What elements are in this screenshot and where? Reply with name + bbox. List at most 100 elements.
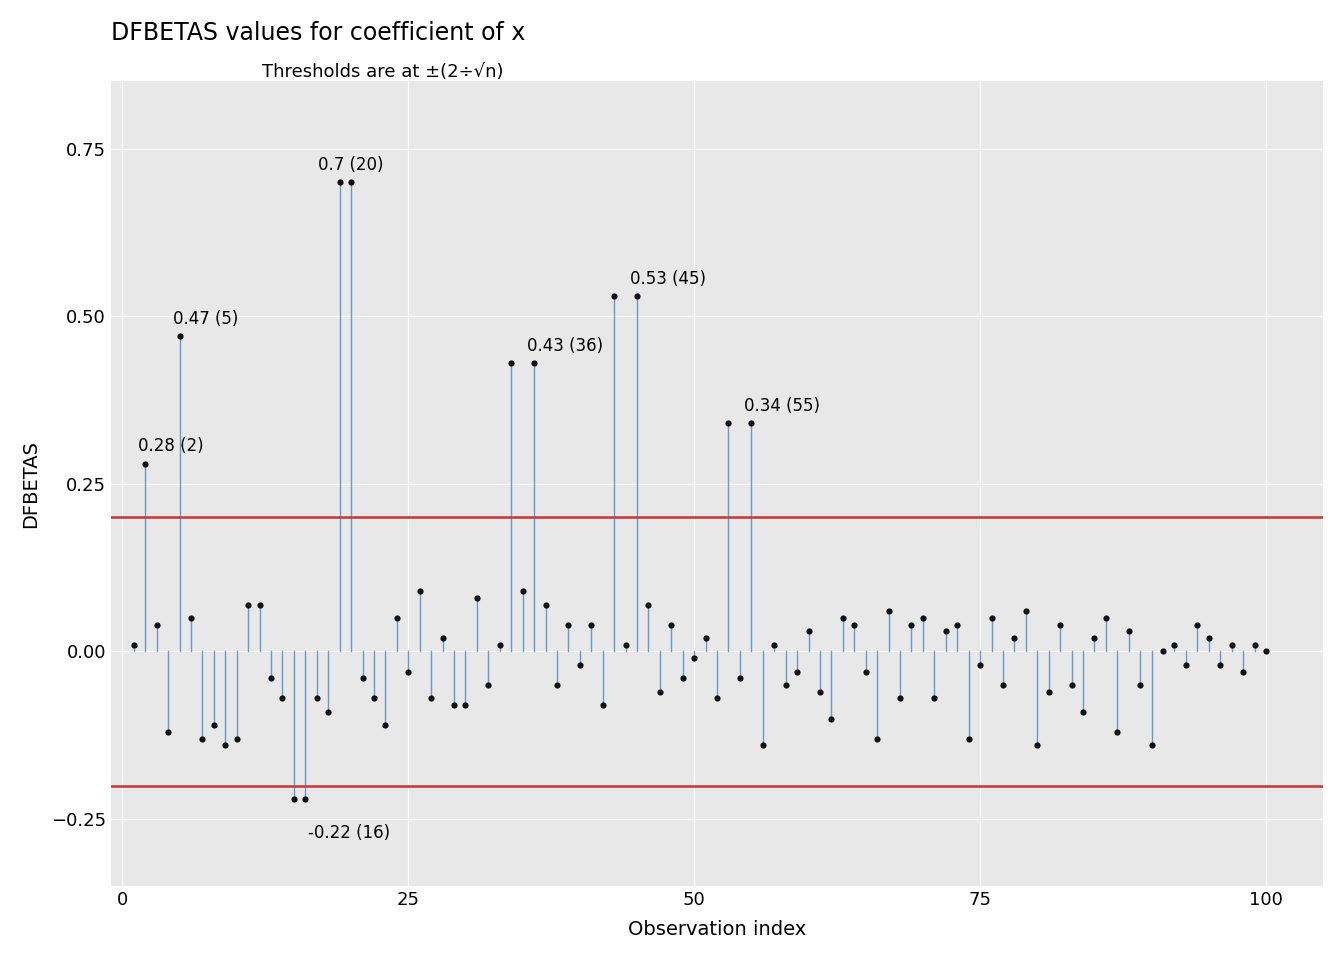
Point: [157, 724, 179, 739]
Point: [1210, 658, 1231, 673]
Point: [569, 658, 590, 673]
Text: 0.28 (2): 0.28 (2): [138, 438, 204, 455]
Point: [431, 631, 453, 646]
Point: [454, 698, 476, 713]
Point: [958, 731, 980, 746]
Point: [707, 691, 728, 707]
Point: [226, 731, 247, 746]
Point: [363, 691, 384, 707]
Point: [591, 698, 613, 713]
Point: [981, 611, 1003, 626]
Point: [1015, 604, 1036, 619]
Point: [786, 664, 808, 680]
Point: [523, 355, 544, 371]
Point: [649, 684, 671, 700]
Point: [695, 631, 716, 646]
Point: [500, 355, 521, 371]
Point: [1232, 664, 1254, 680]
Text: DFBETAS values for coefficient of x: DFBETAS values for coefficient of x: [112, 21, 526, 45]
Point: [1038, 684, 1059, 700]
Point: [603, 288, 625, 303]
Point: [444, 698, 465, 713]
Point: [730, 671, 751, 686]
Point: [317, 705, 339, 720]
Point: [134, 456, 156, 471]
Point: [1129, 678, 1150, 693]
Point: [1095, 611, 1117, 626]
Point: [753, 737, 774, 753]
Point: [271, 691, 293, 707]
Point: [398, 664, 419, 680]
Text: -0.22 (16): -0.22 (16): [308, 824, 390, 842]
Point: [1141, 737, 1163, 753]
Point: [1106, 724, 1128, 739]
Point: [261, 671, 282, 686]
Point: [124, 637, 145, 653]
Point: [809, 684, 831, 700]
Point: [900, 617, 922, 633]
Point: [969, 658, 991, 673]
Point: [489, 637, 511, 653]
Point: [844, 617, 866, 633]
Text: Thresholds are at ±(2÷√n): Thresholds are at ±(2÷√n): [262, 63, 504, 82]
Text: 0.47 (5): 0.47 (5): [172, 310, 238, 328]
Point: [375, 717, 396, 732]
Point: [913, 611, 934, 626]
Point: [249, 597, 270, 612]
Point: [1027, 737, 1048, 753]
Point: [466, 590, 488, 606]
Point: [1060, 678, 1082, 693]
Point: [581, 617, 602, 633]
Point: [477, 678, 499, 693]
Point: [660, 617, 681, 633]
Point: [284, 791, 305, 806]
Point: [329, 175, 351, 190]
Point: [855, 664, 876, 680]
Text: 0.7 (20): 0.7 (20): [319, 156, 384, 174]
Point: [421, 691, 442, 707]
Point: [340, 175, 362, 190]
Point: [890, 691, 911, 707]
Point: [718, 416, 739, 431]
Point: [409, 584, 430, 599]
Point: [1050, 617, 1071, 633]
Point: [1175, 658, 1196, 673]
Point: [626, 288, 648, 303]
Point: [1073, 705, 1094, 720]
Point: [169, 328, 191, 344]
Point: [672, 671, 694, 686]
Point: [1220, 637, 1242, 653]
Point: [546, 678, 567, 693]
Point: [352, 671, 374, 686]
Point: [294, 791, 316, 806]
Point: [203, 717, 224, 732]
Y-axis label: DFBETAS: DFBETAS: [22, 440, 40, 528]
Point: [386, 611, 407, 626]
Point: [637, 597, 659, 612]
Point: [215, 737, 237, 753]
Point: [1164, 637, 1185, 653]
Point: [946, 617, 968, 633]
Point: [1243, 637, 1265, 653]
Point: [1152, 644, 1173, 660]
Point: [1083, 631, 1105, 646]
Point: [935, 624, 957, 639]
Text: 0.43 (36): 0.43 (36): [527, 337, 603, 355]
Point: [684, 651, 706, 666]
Point: [306, 691, 328, 707]
Point: [878, 604, 899, 619]
Point: [558, 617, 579, 633]
Point: [180, 611, 202, 626]
Point: [1255, 644, 1277, 660]
Point: [775, 678, 797, 693]
Point: [923, 691, 945, 707]
Point: [798, 624, 820, 639]
Point: [763, 637, 785, 653]
Point: [821, 710, 843, 726]
Point: [146, 617, 168, 633]
Point: [992, 678, 1013, 693]
Point: [614, 637, 636, 653]
Point: [535, 597, 556, 612]
Point: [238, 597, 259, 612]
X-axis label: Observation index: Observation index: [628, 921, 806, 939]
